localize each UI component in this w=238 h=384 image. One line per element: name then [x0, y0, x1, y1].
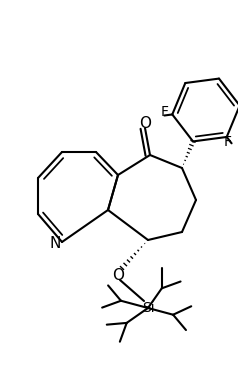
Text: N: N: [49, 235, 61, 250]
Text: O: O: [139, 116, 151, 131]
Text: Si: Si: [142, 301, 154, 315]
Text: F: F: [223, 135, 232, 149]
Text: F: F: [160, 106, 168, 119]
Text: O: O: [112, 268, 124, 283]
